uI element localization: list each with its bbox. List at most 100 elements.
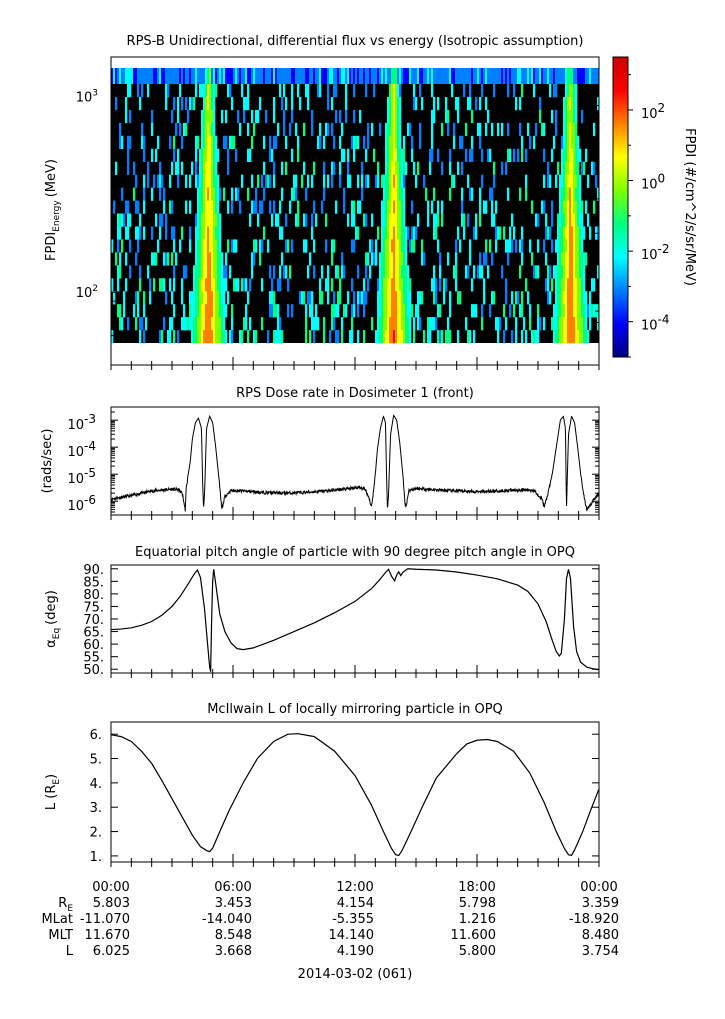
spectrogram-cell	[227, 148, 230, 162]
spectrogram-cell	[573, 213, 576, 227]
spectrogram-cell	[111, 239, 114, 253]
spectrogram-cell	[305, 317, 308, 331]
spectrogram-cell	[571, 122, 574, 137]
spectrogram-cell	[439, 252, 442, 266]
spectrogram-cell	[441, 122, 444, 137]
spectrogram-cell	[197, 174, 200, 188]
spectrogram-cell	[431, 317, 434, 331]
spectrogram-cell	[279, 278, 282, 292]
spectrogram-cell	[575, 122, 578, 137]
spectrogram-cell	[557, 317, 560, 331]
spectrogram-cell	[531, 68, 534, 84]
spectrogram-cell	[413, 226, 416, 240]
spectrogram-cell	[211, 239, 214, 253]
spectrogram-cell	[209, 135, 212, 150]
spectrogram-cell	[169, 278, 172, 292]
spectrogram-cell	[453, 68, 456, 84]
spectrogram-cell	[529, 304, 532, 318]
colorbar-tick-label: 100	[641, 172, 665, 193]
spectrogram-cell	[561, 148, 564, 162]
spectrogram-cell	[569, 330, 572, 344]
spectrogram-cell	[153, 174, 156, 188]
spectrogram-ylabel-sub: Energy	[52, 200, 62, 232]
spectrogram-cell	[403, 68, 406, 84]
spectrogram-cell	[395, 174, 398, 188]
spectrogram-cell	[539, 109, 542, 124]
spectrogram-cell	[171, 161, 174, 175]
spectrogram-cell	[117, 304, 120, 318]
spectrogram-cell	[399, 161, 402, 175]
spectrogram-cell	[307, 68, 310, 84]
spectrogram-cell	[521, 239, 524, 253]
spectrogram-cell	[563, 226, 566, 240]
spectrogram-cell	[539, 68, 542, 84]
spectrogram-cell	[383, 239, 386, 253]
spectrogram-cell	[551, 68, 554, 84]
spectrogram-cell	[485, 68, 488, 84]
spectrogram-cell	[195, 291, 198, 305]
spectrogram-cell	[205, 122, 208, 137]
spectrogram-cell	[221, 252, 224, 266]
spectrogram-cell	[585, 148, 588, 162]
spectrogram-cell	[567, 135, 570, 150]
spectrogram-cell	[173, 239, 176, 253]
spectrogram-cell	[557, 226, 560, 240]
spectrogram-cell	[445, 109, 448, 124]
spectrogram-cell	[405, 68, 408, 84]
spectrogram-cell	[233, 278, 236, 292]
spectrogram-cell	[209, 161, 212, 175]
spectrogram-cell	[455, 278, 458, 292]
spectrogram-cell	[563, 291, 566, 305]
spectrogram-cell	[575, 96, 578, 111]
spectrogram-cell	[205, 213, 208, 227]
spectrogram-cell	[227, 161, 230, 175]
spectrogram-cell	[525, 187, 528, 201]
spectrogram-cell	[465, 148, 468, 162]
spectrogram-cell	[271, 213, 274, 227]
spectrogram-cell	[157, 239, 160, 253]
spectrogram-cell	[381, 278, 384, 292]
spectrogram-cell	[337, 68, 340, 84]
spectrogram-panel: RPS-B Unidirectional, differential flux …	[44, 34, 697, 366]
spectrogram-cell	[567, 226, 570, 240]
spectrogram-cell	[415, 226, 418, 240]
spectrogram-cell	[567, 252, 570, 266]
spectrogram-cell	[227, 68, 230, 84]
spectrogram-cell	[575, 252, 578, 266]
spectrogram-cell	[273, 304, 276, 318]
spectrogram-cell	[319, 84, 322, 98]
spectrogram-cell	[305, 84, 308, 98]
spectrogram-cell	[579, 148, 582, 162]
spectrogram-cell	[595, 174, 598, 188]
spectrogram-cell	[463, 68, 466, 84]
spectrogram-cell	[263, 187, 266, 201]
spectrogram-cell	[207, 109, 210, 124]
spectrogram-cell	[559, 200, 562, 214]
spectrogram-cell	[477, 68, 480, 84]
spectrogram-cell	[395, 109, 398, 124]
spectrogram-cell	[593, 122, 596, 137]
spectrogram-cell	[465, 265, 468, 279]
spectrogram-cell	[445, 96, 448, 111]
spectrogram-cell	[181, 226, 184, 240]
spectrogram-cell	[449, 187, 452, 201]
spectrogram-cell	[527, 291, 530, 305]
spectrogram-cell	[541, 68, 544, 84]
spectrogram-cell	[185, 96, 188, 111]
spectrogram-cell	[383, 252, 386, 266]
spectrogram-cell	[403, 239, 406, 253]
spectrogram-cell	[575, 330, 578, 344]
spectrogram-cell	[191, 317, 194, 331]
spectrogram-cell	[143, 200, 146, 214]
spectrogram-cell	[225, 330, 228, 344]
spectrogram-cell	[159, 213, 162, 227]
spectrogram-cell	[169, 317, 172, 331]
spectrogram-cell	[287, 68, 290, 84]
spectrogram-cell	[395, 252, 398, 266]
spectrogram-cell	[485, 239, 488, 253]
spectrogram-cell	[373, 252, 376, 266]
spectrogram-cell	[429, 161, 432, 175]
spectrogram-cell	[573, 317, 576, 331]
spectrogram-cell	[433, 109, 436, 124]
spectrogram-cell	[497, 122, 500, 137]
